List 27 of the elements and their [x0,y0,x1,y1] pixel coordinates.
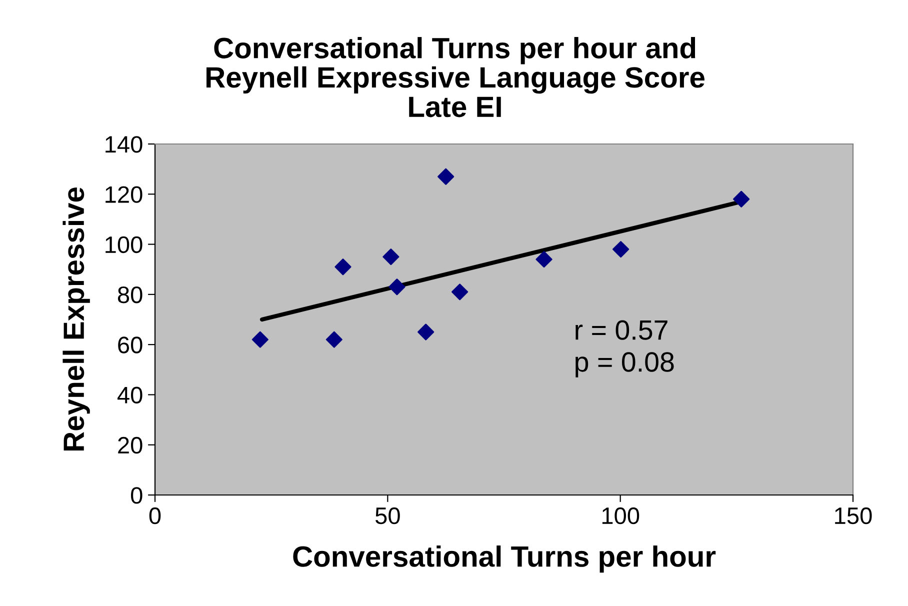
point [418,324,434,340]
y-tick-label: 140 [106,136,142,153]
point [536,251,552,268]
x-tick-label: 0 [149,507,161,524]
y-tick-label: 20 [118,436,142,454]
y-tick-label: 40 [117,386,142,404]
y-tick-label: 100 [106,236,142,254]
point [252,331,268,348]
y-tick-label: 120 [106,186,142,203]
point [438,168,454,185]
y-axis-title: Reynell Expressive [62,188,90,450]
point [334,258,352,276]
point [733,190,750,208]
y-tick-label: 80 [118,286,142,304]
point [451,284,468,300]
annotation: r = 0.57 p = 0.08 [576,320,674,378]
point [326,331,342,348]
chart-title: Conversational Turns per hour and Reynell Expressive Language Score Late EI [206,37,704,118]
x-tick-label: 100 [602,507,640,524]
point [382,248,400,266]
x-axis-title: Conversational Turns per hour [293,545,716,573]
y-tick-label: 0 [130,487,142,504]
point [612,241,630,258]
x-tick-label: 150 [835,507,872,524]
point [388,278,406,296]
y-tick-label: 60 [118,336,142,354]
x-tick-label: 50 [375,507,400,524]
